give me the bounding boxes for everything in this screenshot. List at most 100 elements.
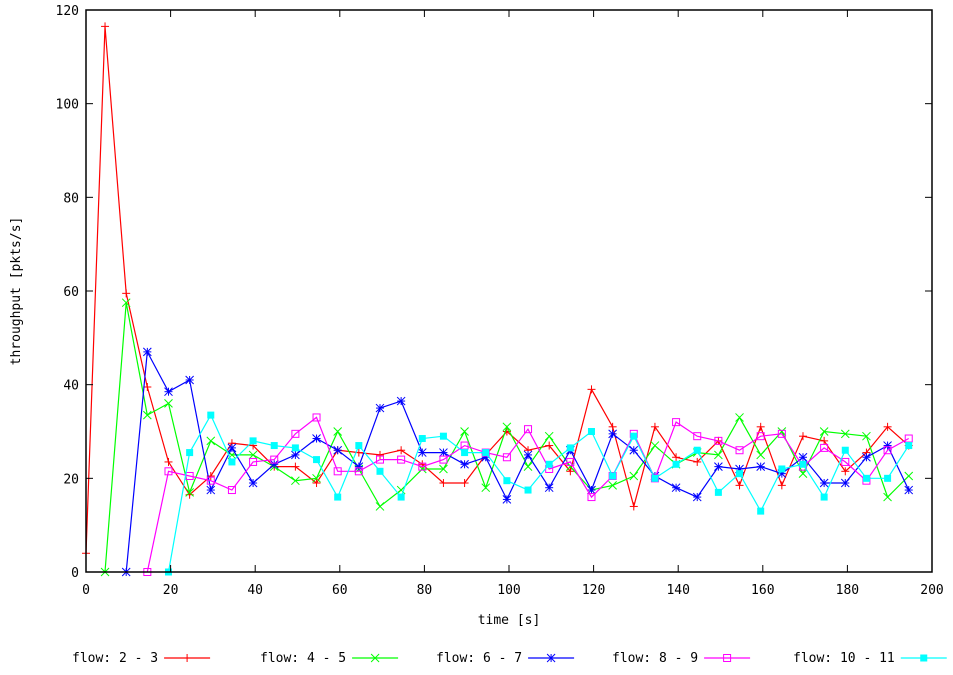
- legend-marker: [370, 653, 380, 663]
- data-point: [313, 456, 321, 464]
- data-point: [566, 457, 575, 466]
- data-point: [672, 418, 681, 427]
- data-point: [291, 450, 300, 460]
- data-point: [629, 445, 639, 455]
- data-point: [566, 467, 575, 476]
- data-point: [545, 441, 554, 450]
- data-point: [376, 467, 384, 475]
- data-point: [714, 488, 722, 496]
- data-point: [269, 459, 279, 469]
- data-point: [629, 471, 639, 481]
- data-point: [777, 481, 786, 490]
- data-point: [672, 460, 680, 468]
- data-point: [291, 429, 300, 438]
- data-point: [375, 450, 384, 459]
- data-point: [291, 462, 300, 471]
- data-point: [333, 427, 343, 436]
- data-point: [164, 457, 173, 466]
- data-point: [545, 460, 553, 468]
- data-point: [650, 441, 660, 450]
- data-point: [524, 425, 533, 434]
- data-point: [714, 462, 723, 471]
- data-point: [121, 298, 131, 308]
- legend-entry: flow: 8 - 9: [612, 651, 751, 666]
- data-point: [693, 457, 702, 466]
- legend-label: flow: 8 - 9: [612, 651, 698, 666]
- data-point: [883, 422, 892, 431]
- ticks-layer: 0 20 40 60 80 100 120 140 160 180 200 0 20 40 60 80 100 1…: [56, 4, 944, 598]
- data-point: [904, 434, 913, 443]
- data-point: [714, 450, 723, 460]
- data-point: [460, 441, 469, 450]
- y-tick-label: 80: [63, 191, 79, 206]
- data-point: [798, 452, 808, 462]
- data-point: [904, 485, 914, 495]
- data-point: [735, 481, 744, 490]
- data-point: [482, 449, 490, 457]
- data-point: [651, 474, 659, 482]
- data-point: [375, 455, 384, 464]
- data-point: [460, 459, 469, 469]
- data-point: [439, 432, 447, 440]
- legend-marker: [183, 654, 192, 662]
- data-point: [650, 422, 659, 431]
- data-point: [778, 465, 786, 473]
- data-point: [186, 449, 194, 457]
- data-point: [693, 432, 702, 441]
- data-point: [566, 444, 574, 452]
- data-point: [227, 443, 237, 453]
- data-point: [206, 476, 215, 485]
- data-point: [312, 479, 321, 488]
- data-point: [714, 436, 723, 445]
- series-line: [85, 26, 910, 554]
- data-point: [503, 477, 511, 485]
- data-point: [693, 446, 701, 454]
- y-tick-label: 20: [63, 472, 79, 487]
- legend-entry: flow: 4 - 5: [260, 651, 399, 666]
- data-point: [544, 431, 554, 441]
- y-tick-label: 100: [56, 98, 79, 113]
- data-point: [333, 445, 343, 455]
- data-point: [206, 436, 216, 446]
- data-point: [736, 470, 744, 478]
- data-point: [820, 493, 828, 501]
- data-point: [523, 462, 533, 471]
- data-point: [565, 462, 575, 471]
- data-point: [862, 431, 871, 441]
- data-point: [417, 448, 427, 457]
- data-point: [248, 450, 258, 460]
- data-point: [608, 481, 617, 490]
- legend-label: flow: 2 - 3: [72, 651, 158, 666]
- data-point: [883, 446, 892, 455]
- data-point: [249, 437, 257, 445]
- data-point: [841, 457, 850, 466]
- data-point: [630, 432, 638, 440]
- data-point: [798, 469, 808, 479]
- data-point: [206, 485, 216, 495]
- data-point: [840, 478, 850, 488]
- legend-entry: flow: 10 - 11: [793, 651, 947, 666]
- data-point: [439, 455, 448, 464]
- y-tick-label: 60: [63, 285, 79, 300]
- data-point: [862, 452, 871, 462]
- data-point: [608, 429, 617, 439]
- data-point: [312, 413, 321, 422]
- data-point: [587, 385, 596, 394]
- data-point: [291, 444, 299, 452]
- data-point: [439, 448, 448, 457]
- x-tick-label: 20: [163, 583, 179, 598]
- legend-marker: [723, 654, 732, 662]
- legend-entry: flow: 6 - 7: [436, 651, 575, 666]
- data-point: [756, 432, 765, 441]
- data-point: [819, 427, 829, 436]
- data-point: [502, 495, 512, 504]
- y-tick-label: 120: [56, 4, 79, 19]
- data-point: [355, 442, 363, 450]
- data-point: [735, 413, 744, 422]
- legend: flow: 2 - 3 flow: 4 - 5 flow: 6 - 7 flow: 8…: [72, 651, 947, 666]
- data-point: [671, 483, 681, 493]
- data-point: [164, 467, 173, 476]
- data-point: [418, 462, 427, 471]
- x-tick-label: 160: [751, 583, 774, 598]
